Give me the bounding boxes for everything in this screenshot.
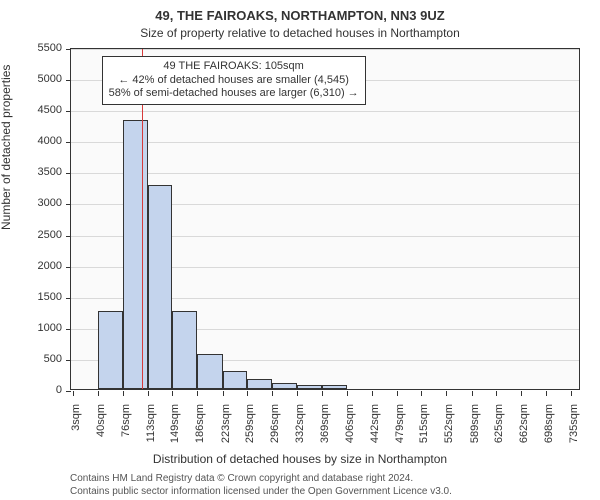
y-tick-label: 4000 bbox=[28, 135, 62, 147]
x-tick-label: 332sqm bbox=[294, 404, 306, 443]
y-tick-mark bbox=[66, 142, 71, 143]
x-tick-label: 515sqm bbox=[418, 404, 430, 443]
y-tick-label: 500 bbox=[28, 353, 62, 365]
x-tick-label: 552sqm bbox=[443, 404, 455, 443]
annotation-line: 49 THE FAIROAKS: 105sqm bbox=[109, 60, 359, 74]
x-tick-mark bbox=[197, 391, 198, 396]
x-tick-label: 442sqm bbox=[369, 404, 381, 443]
x-tick-mark bbox=[496, 391, 497, 396]
x-tick-label: 735sqm bbox=[568, 404, 580, 443]
y-tick-mark bbox=[66, 360, 71, 361]
histogram-bar bbox=[197, 354, 222, 389]
x-tick-mark bbox=[148, 391, 149, 396]
y-tick-label: 2000 bbox=[28, 260, 62, 272]
x-tick-mark bbox=[372, 391, 373, 396]
y-tick-label: 5000 bbox=[28, 73, 62, 85]
y-tick-label: 2500 bbox=[28, 229, 62, 241]
x-tick-mark bbox=[223, 391, 224, 396]
y-tick-mark bbox=[66, 173, 71, 174]
y-tick-label: 5500 bbox=[28, 42, 62, 54]
x-tick-mark bbox=[247, 391, 248, 396]
histogram-bar bbox=[322, 385, 347, 389]
x-tick-label: 223sqm bbox=[220, 404, 232, 443]
x-tick-mark bbox=[421, 391, 422, 396]
histogram-bar bbox=[272, 383, 296, 389]
x-tick-label: 113sqm bbox=[145, 404, 157, 442]
histogram-bar bbox=[297, 385, 322, 389]
x-tick-label: 296sqm bbox=[269, 404, 281, 443]
histogram-bar bbox=[172, 311, 197, 389]
histogram-bar bbox=[247, 379, 272, 389]
y-tick-mark bbox=[66, 49, 71, 50]
x-tick-label: 406sqm bbox=[344, 404, 356, 443]
x-tick-mark bbox=[322, 391, 323, 396]
y-tick-label: 4500 bbox=[28, 104, 62, 116]
x-tick-label: 662sqm bbox=[518, 404, 530, 443]
histogram-bar bbox=[148, 185, 172, 389]
y-tick-mark bbox=[66, 298, 71, 299]
x-tick-mark bbox=[472, 391, 473, 396]
x-tick-label: 698sqm bbox=[543, 404, 555, 443]
x-tick-mark bbox=[98, 391, 99, 396]
y-tick-mark bbox=[66, 391, 71, 392]
x-tick-label: 40sqm bbox=[95, 404, 107, 437]
x-tick-mark bbox=[272, 391, 273, 396]
chart-title-sub: Size of property relative to detached ho… bbox=[0, 26, 600, 40]
x-tick-mark bbox=[571, 391, 572, 396]
x-tick-mark bbox=[73, 391, 74, 396]
y-tick-mark bbox=[66, 329, 71, 330]
x-tick-label: 625sqm bbox=[493, 404, 505, 443]
x-tick-label: 76sqm bbox=[120, 404, 132, 437]
gridline bbox=[71, 49, 579, 50]
histogram-bar bbox=[123, 120, 148, 389]
gridline bbox=[71, 111, 579, 112]
x-tick-label: 369sqm bbox=[319, 404, 331, 443]
y-tick-mark bbox=[66, 80, 71, 81]
y-tick-mark bbox=[66, 111, 71, 112]
y-tick-mark bbox=[66, 204, 71, 205]
x-tick-label: 149sqm bbox=[169, 404, 181, 443]
x-tick-mark bbox=[546, 391, 547, 396]
annotation-line: ← 42% of detached houses are smaller (4,… bbox=[109, 74, 359, 88]
y-tick-label: 3500 bbox=[28, 166, 62, 178]
x-tick-mark bbox=[397, 391, 398, 396]
attribution-line2: Contains public sector information licen… bbox=[70, 486, 452, 499]
y-tick-label: 1000 bbox=[28, 322, 62, 334]
x-tick-label: 259sqm bbox=[244, 404, 256, 443]
x-axis-label: Distribution of detached houses by size … bbox=[0, 452, 600, 466]
x-tick-label: 479sqm bbox=[394, 404, 406, 443]
chart-title-main: 49, THE FAIROAKS, NORTHAMPTON, NN3 9UZ bbox=[0, 8, 600, 23]
y-tick-label: 3000 bbox=[28, 197, 62, 209]
attribution-line1: Contains HM Land Registry data © Crown c… bbox=[70, 473, 452, 486]
x-tick-label: 186sqm bbox=[194, 404, 206, 443]
x-tick-mark bbox=[521, 391, 522, 396]
x-tick-label: 3sqm bbox=[70, 404, 82, 431]
x-tick-mark bbox=[123, 391, 124, 396]
attribution-text: Contains HM Land Registry data © Crown c… bbox=[70, 473, 452, 498]
plot-area: 49 THE FAIROAKS: 105sqm← 42% of detached… bbox=[70, 48, 580, 390]
y-tick-mark bbox=[66, 236, 71, 237]
y-tick-label: 1500 bbox=[28, 291, 62, 303]
y-tick-mark bbox=[66, 267, 71, 268]
histogram-bar bbox=[223, 371, 247, 389]
y-axis-label: Number of detached properties bbox=[0, 65, 13, 230]
x-tick-mark bbox=[347, 391, 348, 396]
x-tick-mark bbox=[172, 391, 173, 396]
histogram-bar bbox=[98, 311, 122, 389]
x-tick-mark bbox=[297, 391, 298, 396]
x-tick-label: 589sqm bbox=[469, 404, 481, 443]
annotation-box: 49 THE FAIROAKS: 105sqm← 42% of detached… bbox=[102, 56, 366, 105]
annotation-line: 58% of semi-detached houses are larger (… bbox=[109, 87, 359, 101]
x-tick-mark bbox=[446, 391, 447, 396]
y-tick-label: 0 bbox=[28, 384, 62, 396]
